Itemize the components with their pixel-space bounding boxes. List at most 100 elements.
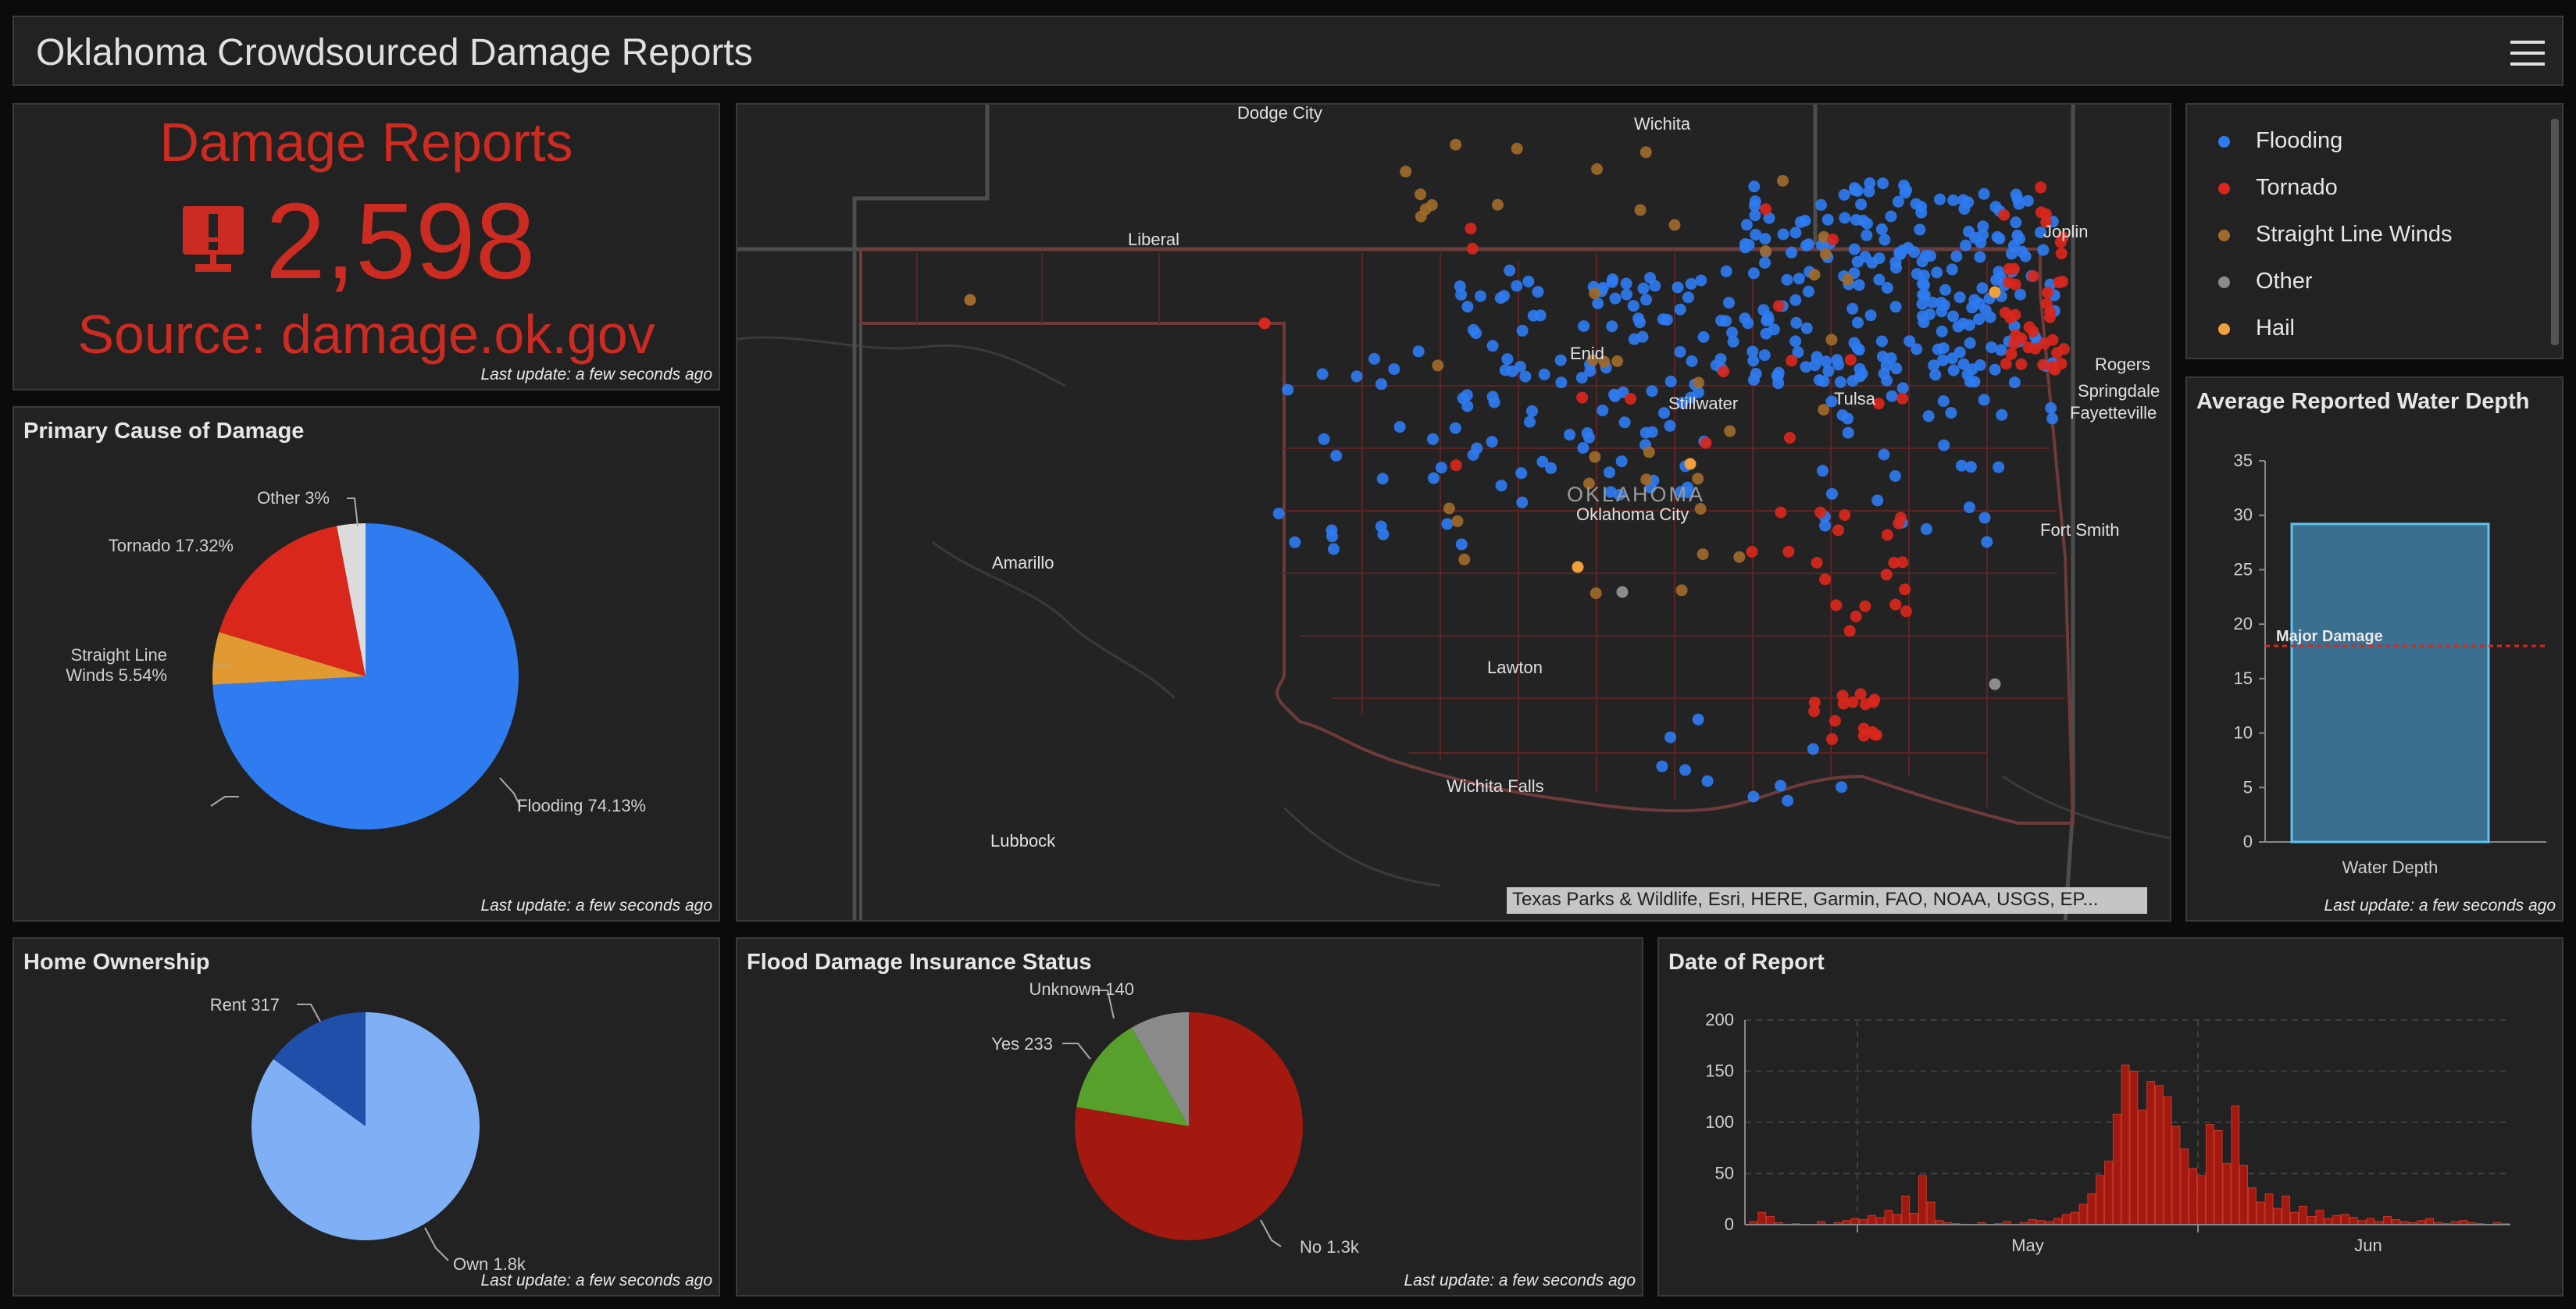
report-point[interactable]: [1935, 297, 1947, 309]
report-point[interactable]: [1674, 346, 1686, 358]
report-point[interactable]: [1604, 486, 1617, 498]
report-point[interactable]: [1989, 286, 2001, 298]
legend-scrollbar[interactable]: [2551, 119, 2559, 345]
report-point[interactable]: [1989, 678, 2001, 690]
report-point[interactable]: [1825, 333, 1838, 346]
report-point[interactable]: [1532, 286, 1544, 298]
report-point[interactable]: [1917, 277, 1928, 290]
report-point[interactable]: [1829, 715, 1841, 727]
report-point[interactable]: [1861, 217, 1873, 230]
report-point[interactable]: [1953, 291, 1966, 304]
report-point[interactable]: [2045, 402, 2057, 414]
report-point[interactable]: [1486, 436, 1498, 448]
report-point[interactable]: [1620, 277, 1632, 290]
report-point[interactable]: [1838, 188, 1850, 201]
histogram-bar[interactable]: [2307, 1216, 2316, 1225]
report-point[interactable]: [1282, 383, 1294, 396]
histogram-bar[interactable]: [2324, 1218, 2333, 1225]
report-point[interactable]: [1872, 398, 1885, 410]
report-point[interactable]: [1511, 142, 1523, 155]
report-point[interactable]: [1388, 363, 1400, 376]
report-point[interactable]: [1792, 346, 1804, 358]
report-point[interactable]: [1492, 198, 1504, 211]
report-point[interactable]: [1723, 297, 1735, 309]
report-point[interactable]: [1857, 729, 1870, 742]
report-point[interactable]: [1724, 425, 1736, 437]
histogram-bar[interactable]: [2366, 1218, 2375, 1225]
report-point[interactable]: [1782, 794, 1794, 807]
report-point[interactable]: [1808, 696, 1821, 708]
report-point[interactable]: [1850, 610, 1862, 622]
pie-slice-1[interactable]: [273, 1012, 366, 1126]
report-point[interactable]: [1936, 325, 1948, 337]
report-point[interactable]: [1889, 470, 1901, 482]
report-point[interactable]: [1739, 238, 1751, 250]
report-point[interactable]: [1598, 355, 1611, 368]
report-point[interactable]: [1782, 545, 1795, 558]
report-point[interactable]: [1658, 407, 1670, 419]
report-point[interactable]: [1920, 523, 1932, 535]
report-point[interactable]: [1896, 392, 1909, 405]
report-point[interactable]: [1458, 553, 1471, 565]
report-point[interactable]: [1892, 195, 1904, 208]
report-point[interactable]: [1867, 696, 1879, 708]
report-point[interactable]: [2051, 347, 2064, 359]
report-point[interactable]: [2000, 358, 2012, 370]
report-point[interactable]: [1957, 358, 1970, 370]
report-point[interactable]: [1849, 184, 1861, 196]
report-point[interactable]: [2003, 276, 2015, 288]
report-point[interactable]: [1643, 446, 1655, 458]
report-point[interactable]: [1819, 248, 1832, 260]
report-point[interactable]: [1289, 536, 1301, 548]
report-point[interactable]: [2039, 208, 2052, 220]
report-point[interactable]: [1953, 346, 1966, 358]
report-point[interactable]: [1977, 229, 1989, 241]
report-point[interactable]: [1376, 473, 1389, 485]
report-point[interactable]: [1606, 276, 1618, 288]
report-point[interactable]: [1555, 376, 1568, 389]
report-point[interactable]: [1628, 333, 1640, 345]
report-point[interactable]: [1611, 355, 1624, 367]
report-point[interactable]: [1836, 690, 1849, 702]
histogram-bar[interactable]: [2222, 1162, 2232, 1225]
report-point[interactable]: [1747, 355, 1760, 367]
histogram-bar[interactable]: [2096, 1175, 2105, 1225]
report-point[interactable]: [1657, 313, 1669, 326]
report-point[interactable]: [1449, 422, 1461, 434]
report-point[interactable]: [1964, 461, 1977, 473]
report-point[interactable]: [1592, 298, 1604, 309]
report-point[interactable]: [1608, 388, 1621, 401]
pie-slice-2[interactable]: [1131, 1012, 1189, 1126]
report-point[interactable]: [1639, 146, 1652, 159]
report-point[interactable]: [1377, 528, 1390, 540]
histogram-bar[interactable]: [2112, 1114, 2121, 1225]
report-point[interactable]: [2021, 194, 2034, 207]
report-point[interactable]: [1881, 282, 1893, 294]
histogram-bar[interactable]: [2315, 1210, 2324, 1225]
report-point[interactable]: [1415, 210, 1427, 223]
report-point[interactable]: [1889, 301, 1902, 313]
report-point[interactable]: [1318, 433, 1330, 445]
report-point[interactable]: [1800, 361, 1812, 373]
report-point[interactable]: [1672, 281, 1684, 294]
report-point[interactable]: [1581, 427, 1593, 439]
report-point[interactable]: [1878, 234, 1891, 246]
report-point[interactable]: [1998, 209, 2010, 221]
report-point[interactable]: [1938, 439, 1950, 451]
report-point[interactable]: [1917, 288, 1929, 301]
report-point[interactable]: [1926, 296, 1939, 309]
report-point[interactable]: [1694, 503, 1707, 515]
report-point[interactable]: [1475, 290, 1486, 302]
report-point[interactable]: [1577, 442, 1589, 454]
report-point[interactable]: [1749, 209, 1761, 222]
report-point[interactable]: [1747, 790, 1760, 803]
report-point[interactable]: [1931, 266, 1943, 279]
report-point[interactable]: [1697, 331, 1710, 343]
report-point[interactable]: [1524, 416, 1536, 428]
report-point[interactable]: [1864, 309, 1877, 322]
report-point[interactable]: [1809, 359, 1821, 372]
report-point[interactable]: [1831, 354, 1843, 366]
report-point[interactable]: [1679, 764, 1691, 776]
report-point[interactable]: [1516, 496, 1529, 508]
report-point[interactable]: [1777, 175, 1789, 187]
